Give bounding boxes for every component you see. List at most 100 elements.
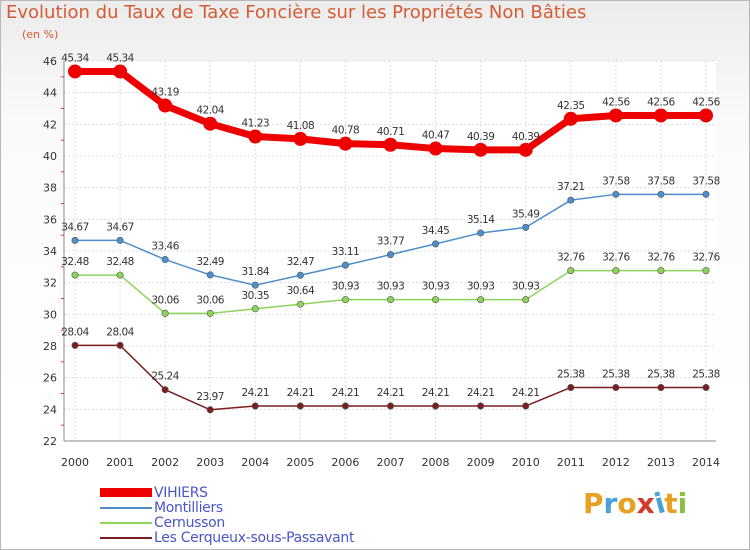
y-axis-unit: (en %) <box>22 28 59 41</box>
data-label: 32.76 <box>557 252 585 264</box>
x-tick-label: 2014 <box>692 456 720 469</box>
data-point <box>567 196 575 204</box>
data-point <box>113 64 128 79</box>
data-point <box>522 223 530 231</box>
data-point <box>71 271 79 279</box>
legend-item-montilliers: Montilliers <box>100 500 354 516</box>
chart-title: Evolution du Taux de Taxe Foncière sur l… <box>6 2 587 23</box>
data-label: 24.21 <box>332 387 360 399</box>
data-label: 30.35 <box>242 290 270 302</box>
data-point <box>522 402 530 410</box>
data-label: 42.35 <box>557 100 585 112</box>
y-tick-label: 26 <box>43 372 57 385</box>
data-point <box>116 236 124 244</box>
data-label: 30.93 <box>467 281 495 293</box>
legend-swatch-cernusson <box>100 521 152 524</box>
y-tick-label: 40 <box>43 150 57 163</box>
data-label: 24.21 <box>512 387 540 399</box>
x-tick-label: 2010 <box>512 456 540 469</box>
data-point <box>563 111 578 126</box>
data-label: 33.46 <box>151 241 179 253</box>
legend-label: Les Cerqueux-sous-Passavant <box>154 529 355 546</box>
data-label: 42.56 <box>647 96 675 108</box>
data-label: 34.45 <box>422 225 450 237</box>
data-point <box>71 236 79 244</box>
data-point <box>251 281 259 289</box>
data-point <box>383 137 398 152</box>
data-label: 35.14 <box>467 214 495 226</box>
y-tick-label: 46 <box>43 55 57 68</box>
data-label: 23.97 <box>196 391 224 403</box>
x-tick-label: 2005 <box>286 456 314 469</box>
data-label: 40.71 <box>377 126 405 138</box>
y-tick-label: 36 <box>43 213 57 226</box>
data-label: 32.48 <box>61 256 89 268</box>
data-label: 32.76 <box>647 252 675 264</box>
legend-item-cernusson: Cernusson <box>100 514 354 531</box>
y-tick-label: 42 <box>43 118 57 131</box>
data-point <box>473 142 488 157</box>
data-label: 30.93 <box>332 281 360 293</box>
data-label: 42.04 <box>196 105 224 117</box>
legend-swatch-cerqueux <box>100 536 152 539</box>
data-label: 43.19 <box>151 86 179 98</box>
data-point <box>522 296 530 304</box>
data-label: 24.21 <box>422 387 450 399</box>
data-point <box>428 141 443 156</box>
x-tick-label: 2004 <box>241 456 269 469</box>
line-chart: 22 24 26 28 30 32 34 36 38 40 42 44 46 2000 2001 2002 20… <box>43 52 721 469</box>
data-point <box>386 402 394 410</box>
data-point <box>477 229 485 237</box>
data-label: 32.47 <box>287 256 315 268</box>
legend-label: Cernusson <box>154 514 225 531</box>
data-label: 24.21 <box>467 387 495 399</box>
y-tick-label: 24 <box>43 403 57 416</box>
data-point <box>296 402 304 410</box>
data-label: 30.06 <box>196 294 224 306</box>
data-label: 30.06 <box>151 294 179 306</box>
data-label: 25.38 <box>647 368 675 380</box>
data-point <box>341 402 349 410</box>
legend-label: VIHIERS <box>154 484 208 501</box>
data-label: 32.76 <box>602 252 630 264</box>
logo-letter: P <box>583 487 604 520</box>
data-point <box>206 309 214 317</box>
data-point <box>206 406 214 414</box>
data-label: 37.58 <box>647 175 675 187</box>
data-point <box>657 267 665 275</box>
data-point <box>702 267 710 275</box>
data-label: 41.23 <box>242 118 270 130</box>
data-label: 45.34 <box>61 52 89 64</box>
x-tick-label: 2009 <box>467 456 495 469</box>
x-tick-label: 2011 <box>557 456 585 469</box>
data-label: 24.21 <box>287 387 315 399</box>
data-point <box>338 136 353 151</box>
data-label: 42.56 <box>692 96 720 108</box>
data-point <box>203 116 218 131</box>
y-tick-label: 22 <box>43 435 57 448</box>
data-label: 37.21 <box>557 181 585 193</box>
legend-item-cerqueux: Les Cerqueux-sous-Passavant <box>100 529 355 546</box>
data-point <box>612 267 620 275</box>
data-label: 40.78 <box>332 125 360 137</box>
data-label: 31.84 <box>242 266 270 278</box>
x-tick-label: 2006 <box>331 456 359 469</box>
data-point <box>341 296 349 304</box>
data-point <box>71 341 79 349</box>
data-point <box>612 383 620 391</box>
data-label: 37.58 <box>602 175 630 187</box>
legend-swatch-montilliers <box>100 506 152 509</box>
x-tick-label: 2013 <box>647 456 675 469</box>
data-label: 25.38 <box>692 368 720 380</box>
data-point <box>116 341 124 349</box>
legend-item-vihiers: VIHIERS <box>100 484 354 501</box>
data-label: 45.34 <box>106 52 134 64</box>
data-point <box>161 309 169 317</box>
y-tick-label: 34 <box>43 245 57 258</box>
legend: VIHIERS Montilliers Cernusson Les Cerque… <box>100 484 355 546</box>
data-label: 34.67 <box>106 221 134 233</box>
data-label: 30.93 <box>422 281 450 293</box>
data-label: 37.58 <box>692 175 720 187</box>
data-point <box>161 256 169 264</box>
data-point <box>657 383 665 391</box>
